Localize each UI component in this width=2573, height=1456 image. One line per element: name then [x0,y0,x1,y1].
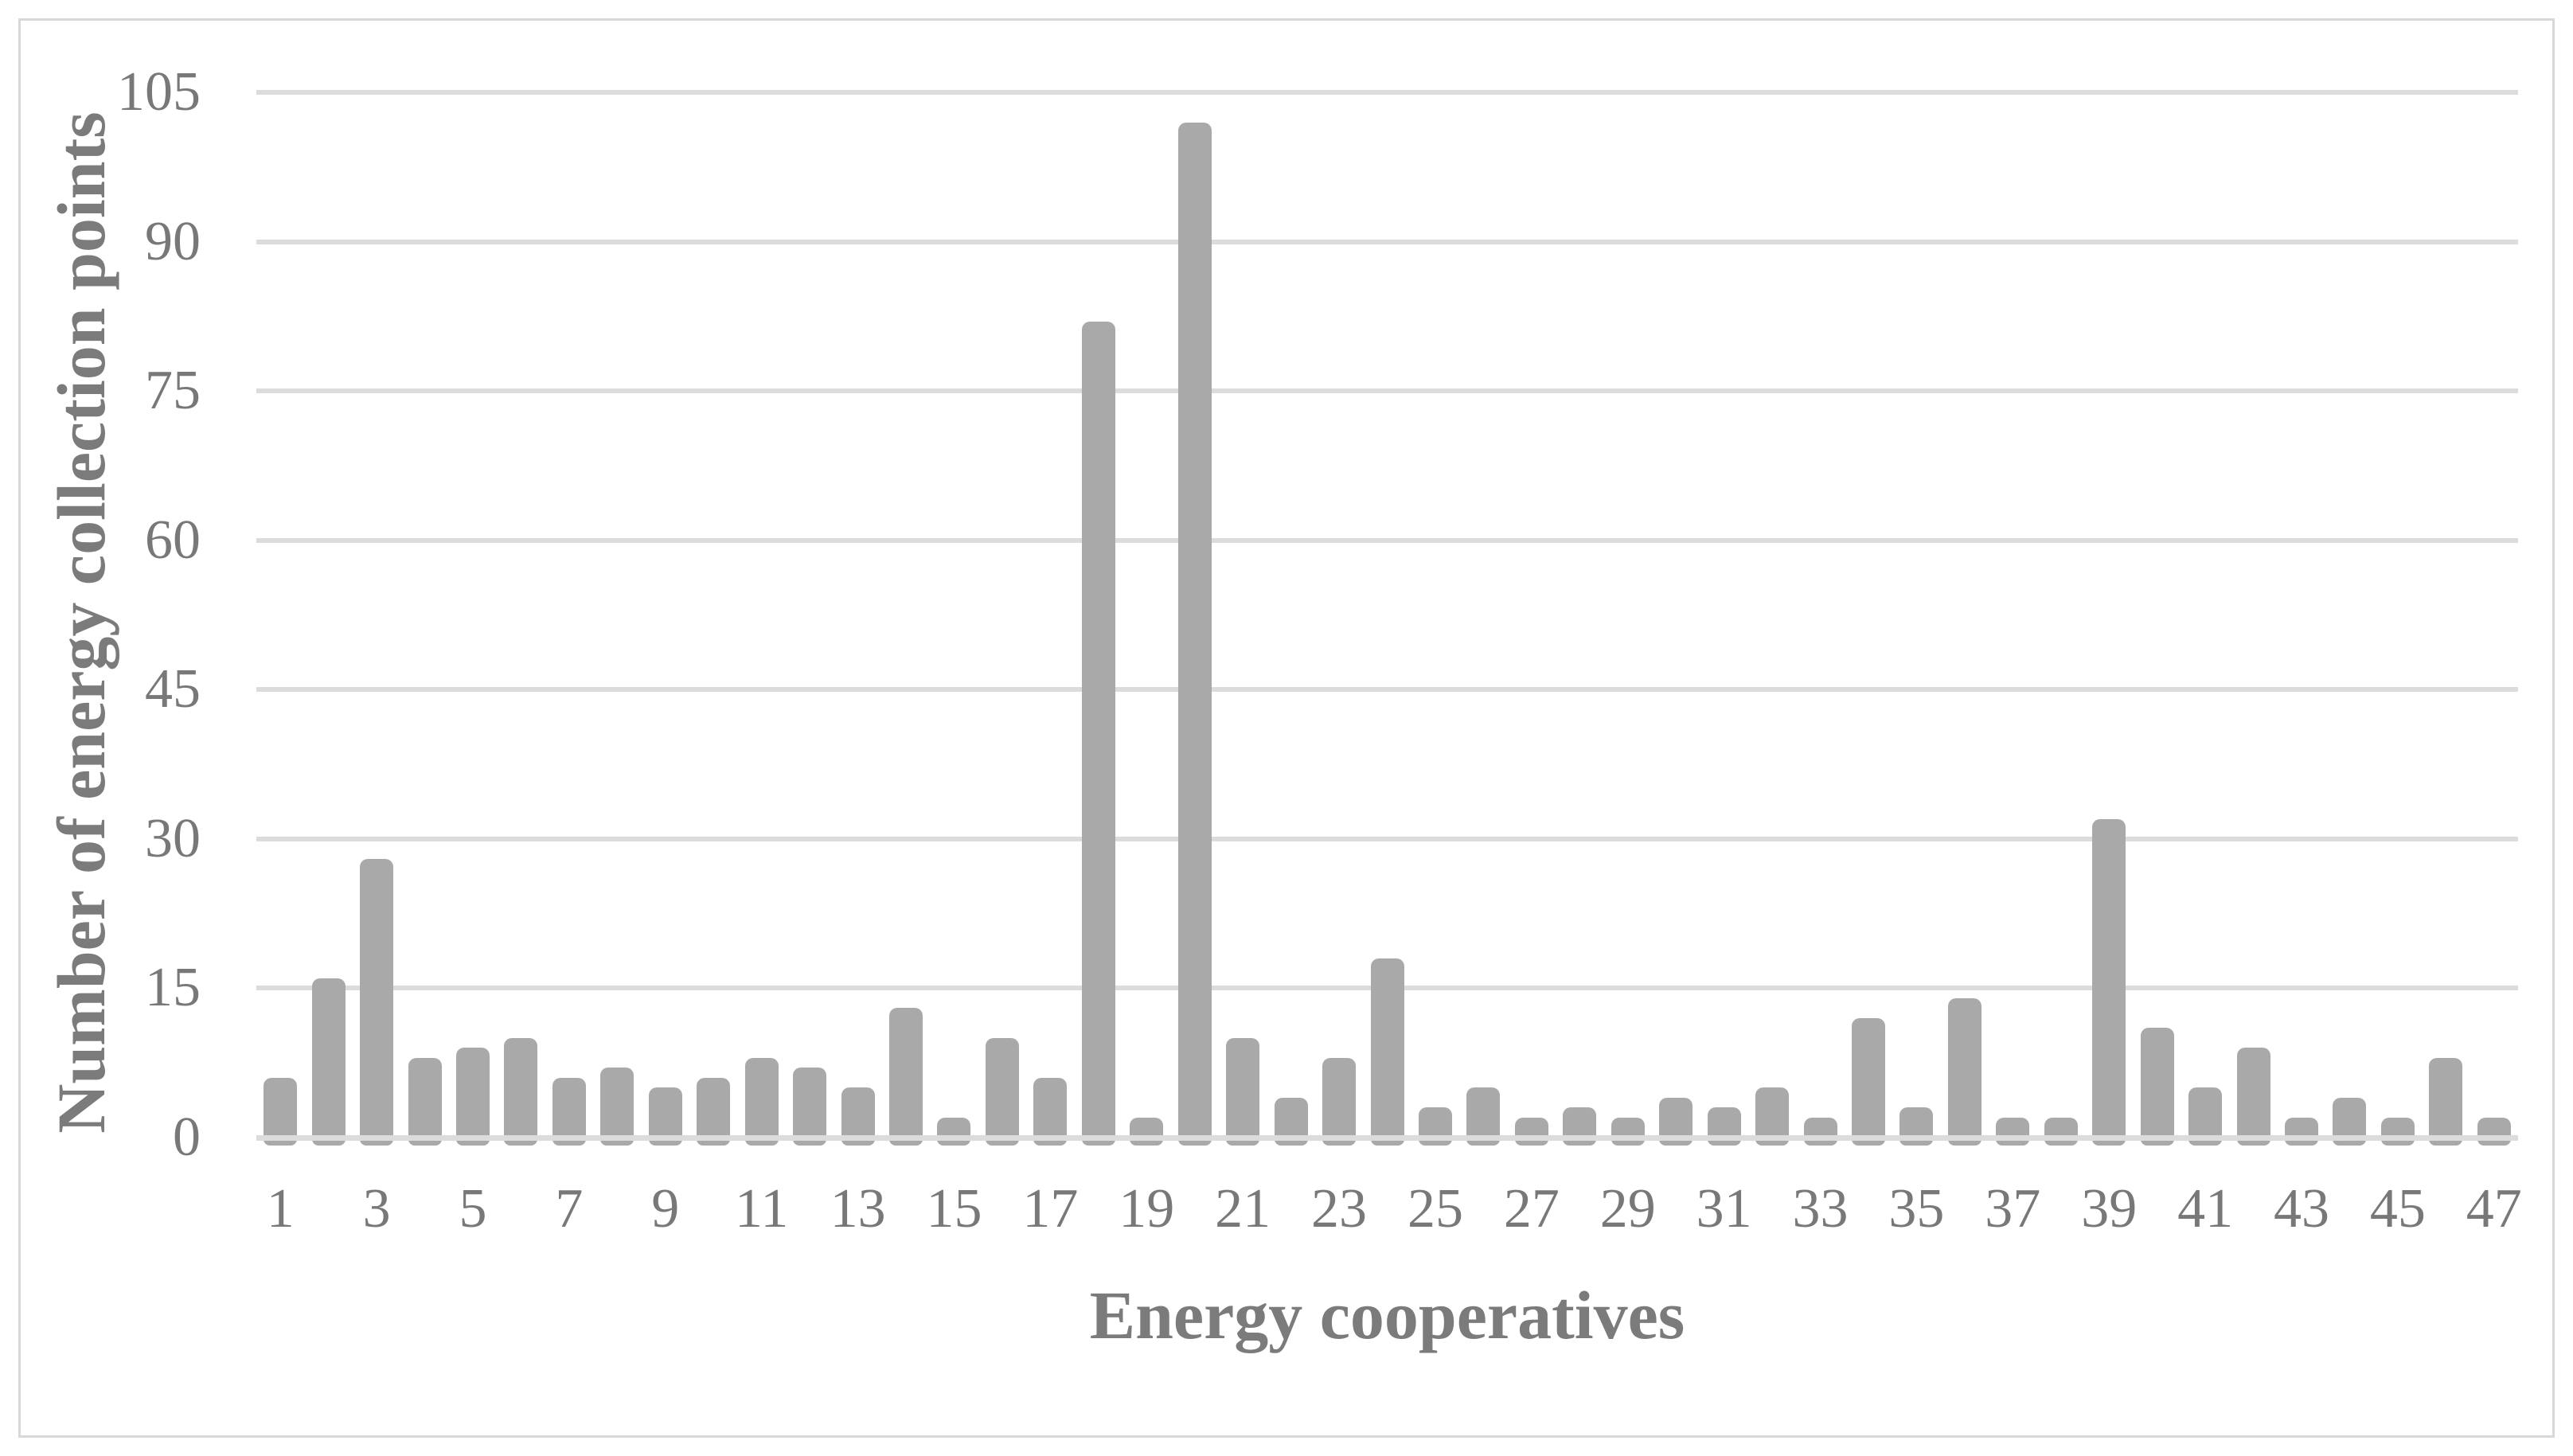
y-tick-label-90: 90 [145,210,201,272]
bar-46 [2429,1057,2463,1146]
bar-5 [456,1048,490,1146]
x-tick-label-9: 9 [651,1178,680,1239]
bar-39 [2092,818,2126,1146]
bar-3 [360,858,394,1146]
y-tick-label-15: 15 [145,957,201,1019]
x-axis-title: Energy cooperatives [1089,1277,1685,1353]
bar-24 [1370,958,1404,1146]
bar-29 [1611,1117,1645,1146]
bar-15 [937,1117,971,1146]
x-tick-label-33: 33 [1792,1178,1849,1239]
bar-21 [1226,1037,1260,1146]
x-tick-label-31: 31 [1696,1178,1752,1239]
bar-12 [793,1068,827,1146]
bar-20 [1177,122,1212,1146]
x-tick-label-29: 29 [1599,1178,1656,1239]
x-tick-label-25: 25 [1407,1178,1463,1239]
bar-34 [1851,1017,1885,1146]
bar-6 [504,1037,538,1146]
bar-2 [311,978,346,1146]
bar-38 [2044,1117,2078,1146]
gridline-45 [256,687,2518,693]
bar-1 [264,1077,298,1146]
x-tick-label-7: 7 [555,1178,584,1239]
y-tick-label-0: 0 [173,1107,201,1168]
bar-10 [697,1077,731,1146]
x-tick-label-17: 17 [1022,1178,1079,1239]
gridline-90 [256,239,2518,244]
bar-27 [1514,1117,1548,1146]
x-tick-label-39: 39 [2081,1178,2138,1239]
bar-17 [1033,1077,1068,1146]
x-tick-label-47: 47 [2466,1178,2522,1239]
figure-border [18,18,2555,1438]
gridline-30 [256,836,2518,841]
x-tick-label-27: 27 [1503,1178,1560,1239]
x-tick-label-21: 21 [1215,1178,1271,1239]
gridline-60 [256,537,2518,543]
x-tick-label-23: 23 [1311,1178,1368,1239]
x-tick-label-19: 19 [1119,1178,1175,1239]
bar-33 [1803,1117,1837,1146]
x-tick-label-3: 3 [362,1178,391,1239]
y-tick-label-30: 30 [145,807,201,869]
bar-19 [1130,1117,1164,1146]
bar-16 [985,1037,1019,1146]
bar-45 [2380,1117,2415,1146]
bar-7 [552,1077,586,1146]
x-tick-label-41: 41 [2177,1178,2234,1239]
bar-11 [744,1057,779,1146]
x-tick-label-35: 35 [1888,1178,1945,1239]
y-tick-label-75: 75 [145,360,201,422]
y-tick-label-45: 45 [145,658,201,720]
bar-14 [889,1008,923,1146]
gridline-105 [256,90,2518,95]
bar-23 [1322,1057,1357,1146]
bar-47 [2477,1117,2511,1146]
bar-42 [2236,1048,2270,1146]
y-tick-label-60: 60 [145,509,201,571]
gridline-75 [256,388,2518,394]
x-tick-label-13: 13 [830,1178,886,1239]
bar-43 [2284,1117,2318,1146]
y-tick-label-105: 105 [117,61,201,123]
bar-36 [1947,997,1981,1146]
x-tick-label-45: 45 [2369,1178,2426,1239]
plot-area [256,64,2518,1194]
bar-40 [2140,1028,2174,1146]
x-tick-label-37: 37 [1985,1178,2041,1239]
bar-4 [408,1057,442,1146]
x-axis-line [256,1135,2518,1141]
x-tick-label-15: 15 [926,1178,982,1239]
x-tick-label-1: 1 [266,1178,295,1239]
bar-18 [1081,321,1115,1146]
x-tick-label-43: 43 [2273,1178,2329,1239]
bar-37 [1996,1117,2030,1146]
bar-8 [600,1068,634,1146]
x-tick-label-11: 11 [734,1178,789,1239]
x-tick-label-5: 5 [459,1178,487,1239]
